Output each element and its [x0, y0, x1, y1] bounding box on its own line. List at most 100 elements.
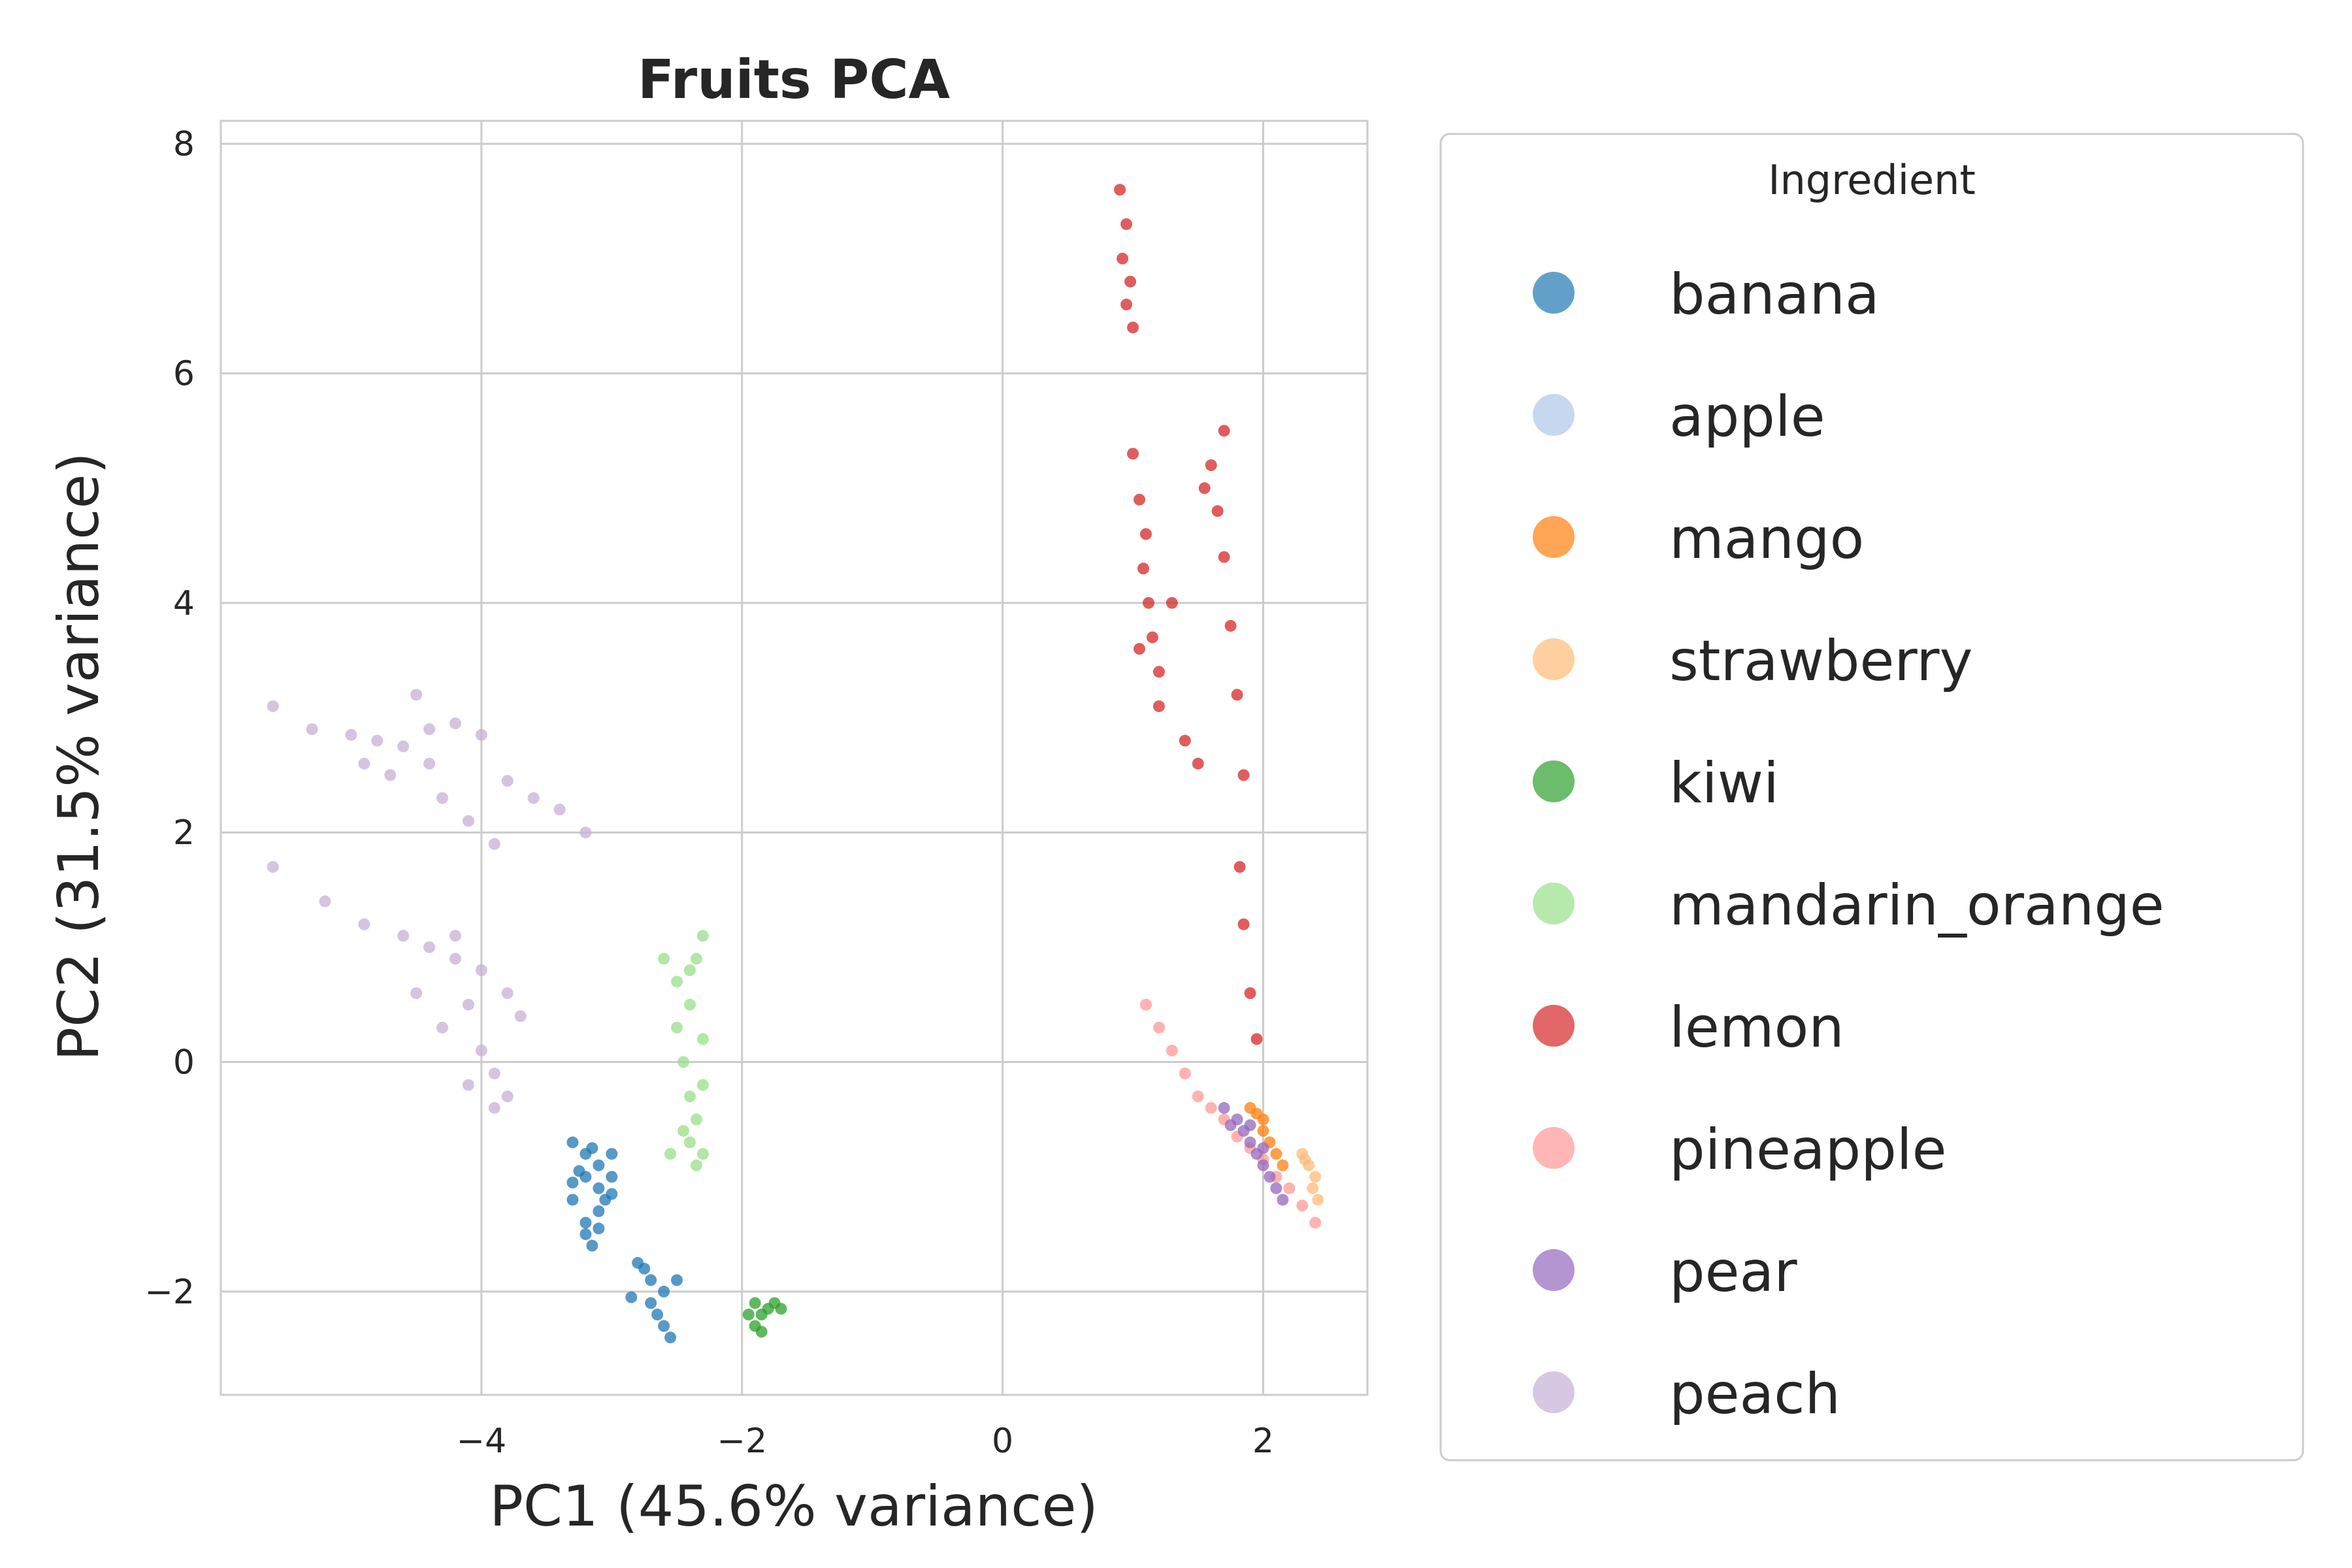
data-point — [397, 930, 410, 942]
data-point — [1127, 321, 1139, 334]
data-point — [319, 895, 331, 907]
data-point — [606, 1188, 618, 1200]
data-point — [566, 1136, 579, 1149]
data-point — [514, 1010, 527, 1022]
series-banana — [566, 1136, 683, 1344]
y-tick-label: 8 — [173, 125, 195, 164]
data-point — [755, 1326, 768, 1338]
data-point — [645, 1297, 657, 1309]
data-point — [1218, 425, 1230, 437]
y-axis-label: PC2 (31.5% variance) — [46, 452, 112, 1061]
legend-label: lemon — [1669, 995, 1844, 1060]
series-pear — [1218, 1102, 1289, 1206]
data-point — [1139, 528, 1152, 540]
data-point — [696, 1148, 709, 1160]
data-point — [1233, 860, 1246, 873]
y-tick-label: 0 — [173, 1043, 195, 1083]
series-lemon — [1114, 184, 1263, 1045]
data-point — [683, 1136, 696, 1149]
data-point — [664, 1148, 677, 1160]
data-point — [553, 804, 566, 816]
data-point — [696, 1033, 709, 1045]
data-point — [1244, 1119, 1256, 1132]
series-strawberry — [1296, 1148, 1324, 1206]
data-point — [775, 1303, 787, 1315]
data-point — [449, 930, 461, 942]
data-point — [606, 1148, 618, 1160]
y-tick-labels: −2 0 2 4 6 8 — [144, 125, 195, 1312]
x-tick-label: −4 — [457, 1422, 507, 1461]
data-point — [580, 826, 592, 839]
data-point — [1205, 459, 1217, 472]
data-point — [1224, 1119, 1237, 1132]
legend-item-pear: pear — [1533, 1239, 1797, 1305]
data-point — [580, 1228, 592, 1241]
x-tick-label: −2 — [717, 1422, 767, 1461]
legend-item-pineapple: pineapple — [1533, 1117, 1947, 1183]
legend-items: banana apple mango strawberry kiwi mandarin_o… — [1533, 262, 2164, 1427]
data-point — [1283, 1182, 1296, 1194]
data-point — [1142, 596, 1154, 609]
data-point — [1117, 252, 1129, 265]
y-tick-label: 4 — [173, 584, 195, 623]
data-point — [462, 815, 474, 827]
legend-marker — [1533, 1371, 1575, 1413]
data-point — [462, 998, 474, 1011]
data-point — [1277, 1159, 1289, 1171]
data-point — [671, 975, 683, 988]
data-point — [1192, 1090, 1204, 1103]
data-point — [690, 953, 702, 965]
data-point — [1124, 275, 1137, 287]
data-point — [371, 734, 384, 747]
grid-lines — [221, 121, 1367, 1395]
plot-frame — [220, 120, 1369, 1396]
legend-marker — [1533, 272, 1575, 314]
data-point — [1218, 1102, 1230, 1114]
data-point — [358, 918, 370, 930]
y-tick-label: 2 — [173, 813, 195, 853]
legend-label: banana — [1669, 262, 1880, 327]
data-point — [566, 1194, 579, 1206]
data-point — [1244, 1136, 1256, 1149]
data-point — [475, 1044, 487, 1056]
data-point — [580, 1217, 592, 1229]
data-point — [410, 689, 423, 701]
legend-item-mango: mango — [1533, 506, 1864, 572]
data-point — [645, 1274, 657, 1286]
x-tick-label: 2 — [1252, 1422, 1274, 1461]
data-point — [488, 1068, 500, 1080]
series-kiwi — [742, 1297, 787, 1338]
data-point — [677, 1056, 689, 1068]
data-point — [267, 700, 279, 712]
series-mango — [1244, 1102, 1289, 1171]
data-point — [1166, 1044, 1178, 1056]
data-point — [1264, 1171, 1276, 1183]
data-point — [1205, 1102, 1217, 1114]
legend-marker — [1533, 1249, 1575, 1291]
data-point — [1179, 734, 1191, 747]
data-point — [742, 1309, 755, 1321]
data-point — [1137, 563, 1149, 575]
data-point — [749, 1297, 761, 1309]
data-point — [488, 1102, 500, 1114]
data-point — [1250, 1033, 1263, 1045]
legend-label: kiwi — [1669, 751, 1779, 816]
data-point — [1250, 1107, 1263, 1120]
legend-label: strawberry — [1669, 629, 1973, 694]
data-point — [593, 1222, 605, 1235]
legend-marker — [1533, 1005, 1575, 1047]
data-point — [306, 723, 318, 736]
data-point — [593, 1182, 605, 1194]
data-point — [1299, 1153, 1311, 1166]
series-peach — [267, 689, 592, 1114]
data-point — [1296, 1200, 1309, 1212]
data-point — [1127, 448, 1139, 460]
data-point — [671, 1274, 683, 1286]
data-point — [1166, 596, 1178, 609]
data-point — [1307, 1182, 1319, 1194]
data-point — [527, 792, 540, 804]
data-point — [1218, 551, 1230, 563]
data-point — [1277, 1194, 1289, 1206]
chart-title: Fruits PCA — [638, 49, 951, 111]
